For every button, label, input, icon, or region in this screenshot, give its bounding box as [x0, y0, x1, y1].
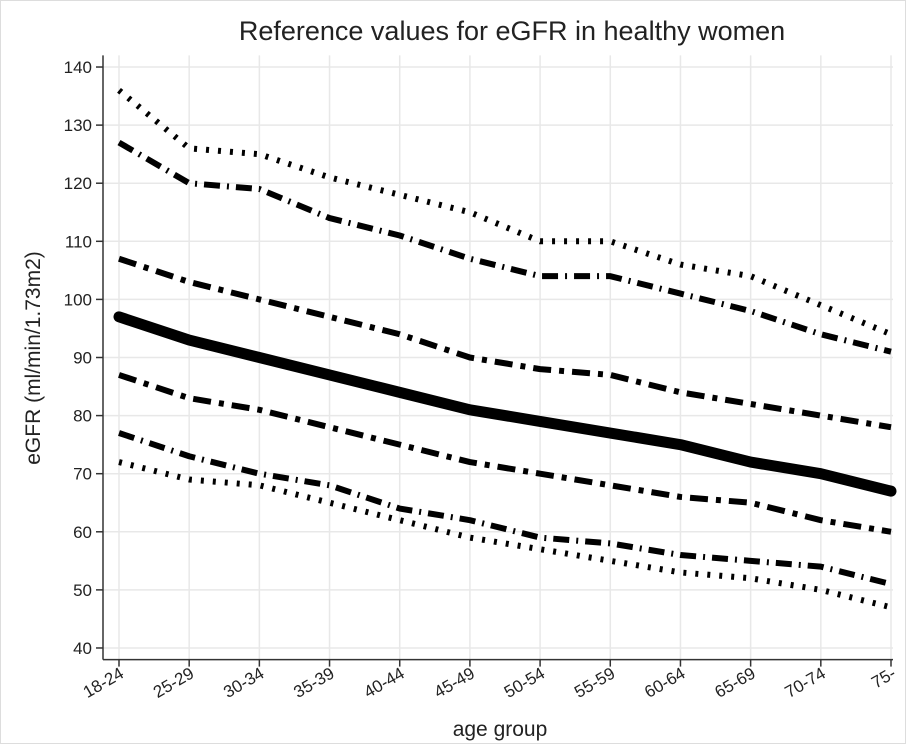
- y-tick-label: 70: [73, 465, 92, 484]
- y-tick-label: 60: [73, 523, 92, 542]
- y-tick-label: 50: [73, 581, 92, 600]
- y-tick-label: 80: [73, 407, 92, 426]
- y-tick-label: 90: [73, 349, 92, 368]
- line-series: [117, 139, 892, 355]
- chart-title: Reference values for eGFR in healthy wom…: [239, 16, 785, 46]
- x-axis-label: age group: [453, 718, 548, 741]
- y-tick-label: 110: [65, 232, 92, 251]
- y-axis-label: eGFR (ml/min/1.73m2): [22, 251, 45, 465]
- y-tick-label: 120: [64, 174, 92, 193]
- line-series: [113, 311, 897, 497]
- y-tick-label: 130: [64, 116, 92, 135]
- y-tick-label: 140: [64, 58, 92, 77]
- y-tick-label: 100: [64, 290, 92, 309]
- line-series: [118, 430, 892, 587]
- line-series: [118, 372, 892, 535]
- y-tick-label: 40: [73, 639, 92, 658]
- line-series: [118, 255, 892, 431]
